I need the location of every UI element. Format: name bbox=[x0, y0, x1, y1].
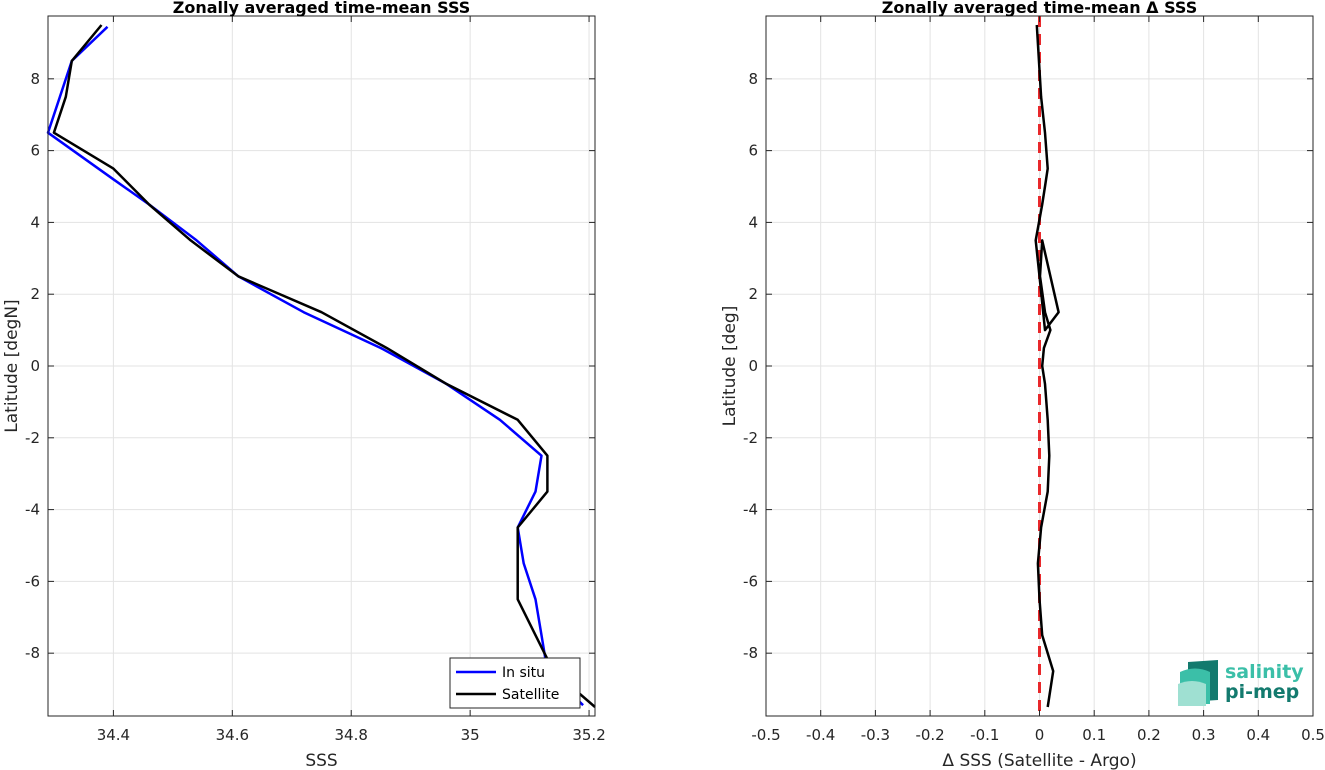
right-xtick-label-9: 0.4 bbox=[1246, 726, 1270, 744]
left-panel-sss: 34.4 34.6 34.8 35 35.2 -8 -6 -4 -2 0 2 4 6 8 Zonally a… bbox=[2, 0, 606, 770]
right-ytick-label-0: -8 bbox=[743, 644, 758, 662]
left-ytick-label-3: -2 bbox=[25, 429, 40, 447]
right-ytick-label-8: 8 bbox=[748, 70, 758, 88]
left-series-in-situ bbox=[46, 25, 584, 707]
left-ytick-label-2: -4 bbox=[25, 501, 40, 519]
left-chart-title: Zonally averaged time-mean SSS bbox=[173, 0, 471, 17]
right-ytick-label-2: -4 bbox=[743, 501, 758, 519]
left-xtick-label-1: 34.6 bbox=[216, 726, 249, 744]
left-xtick-label-3: 35 bbox=[461, 726, 480, 744]
salinity-pi-mep-logo: salinity pi-mep bbox=[1178, 660, 1304, 706]
right-xtick-label-0: -0.5 bbox=[751, 726, 780, 744]
left-xtick-label-0: 34.4 bbox=[97, 726, 130, 744]
left-xtick-label-2: 34.8 bbox=[335, 726, 368, 744]
left-x-axis-label: SSS bbox=[305, 751, 337, 770]
right-x-axis-label: Δ SSS (Satellite - Argo) bbox=[942, 751, 1136, 770]
right-xtick-label-1: -0.4 bbox=[806, 726, 835, 744]
left-series-satellite bbox=[52, 24, 596, 708]
left-ytick-label-4: 0 bbox=[30, 357, 40, 375]
left-ytick-label-1: -6 bbox=[25, 572, 40, 590]
left-xtick-label-4: 35.2 bbox=[572, 726, 605, 744]
right-ytick-label-4: 0 bbox=[748, 357, 758, 375]
right-panel-delta-sss: -0.5 -0.4 -0.3 -0.2 -0.1 0 0.1 0.2 0.3 0.4 0.5 -8 -6… bbox=[720, 0, 1325, 770]
right-xtick-label-4: -0.1 bbox=[970, 726, 999, 744]
right-xtick-label-8: 0.3 bbox=[1192, 726, 1216, 744]
logo-text-pi-mep: pi-mep bbox=[1225, 681, 1299, 703]
logo-text-salinity: salinity bbox=[1225, 661, 1304, 683]
right-xtick-label-10: 0.5 bbox=[1301, 726, 1325, 744]
right-xtick-label-7: 0.2 bbox=[1137, 726, 1161, 744]
left-ytick-label-6: 4 bbox=[30, 213, 40, 231]
right-series-delta bbox=[1034, 24, 1060, 708]
right-ytick-label-3: -2 bbox=[743, 429, 758, 447]
logo-mark-icon bbox=[1178, 660, 1218, 706]
right-xtick-label-3: -0.2 bbox=[915, 726, 944, 744]
legend-box bbox=[449, 657, 581, 709]
right-y-axis-label: Latitude [deg] bbox=[720, 306, 740, 427]
left-ytick-label-5: 2 bbox=[30, 285, 40, 303]
legend-label-satellite: Satellite bbox=[502, 687, 559, 703]
right-xtick-label-6: 0.1 bbox=[1082, 726, 1106, 744]
right-ytick-label-7: 6 bbox=[748, 142, 758, 160]
right-xtick-label-2: -0.3 bbox=[861, 726, 890, 744]
left-ytick-label-8: 8 bbox=[30, 70, 40, 88]
legend: In situ Satellite bbox=[449, 657, 581, 709]
left-ytick-label-0: -8 bbox=[25, 644, 40, 662]
right-ytick-label-1: -6 bbox=[743, 572, 758, 590]
right-chart-title: Zonally averaged time-mean Δ SSS bbox=[882, 0, 1198, 17]
right-ytick-label-6: 4 bbox=[748, 213, 758, 231]
left-ytick-label-7: 6 bbox=[30, 142, 40, 160]
left-y-axis-label: Latitude [degN] bbox=[2, 299, 22, 432]
legend-label-in-situ: In situ bbox=[502, 665, 545, 681]
right-ytick-label-5: 2 bbox=[748, 285, 758, 303]
right-xtick-label-5: 0 bbox=[1035, 726, 1045, 744]
